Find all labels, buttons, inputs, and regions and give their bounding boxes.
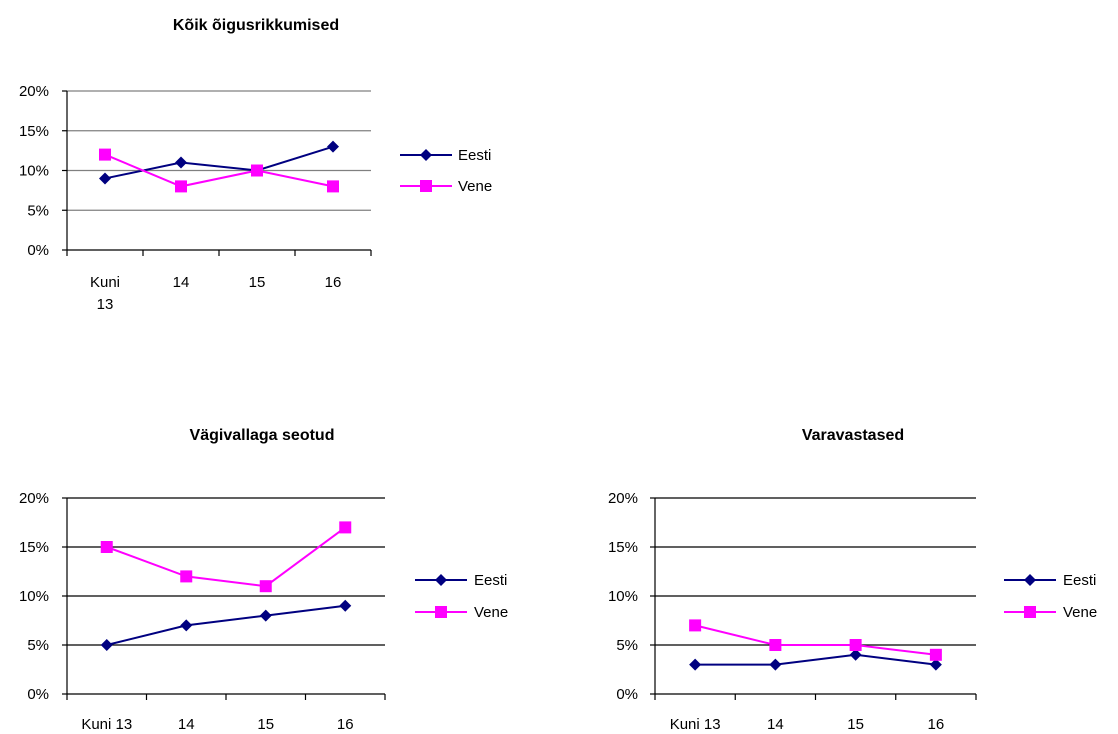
y-tick-label: 10% xyxy=(608,588,638,605)
x-tick-label: Kuni xyxy=(90,274,120,291)
x-tick-label: 15 xyxy=(249,274,266,291)
chart-2: Vägivallaga seotud 0% 5% 10% 15% 20% Kuni 13 14… xyxy=(19,427,508,733)
legend-marker-vene xyxy=(420,180,432,192)
legend-marker-eesti xyxy=(420,149,432,161)
data-point-eesti xyxy=(689,658,702,671)
legend-label-eesti: Eesti xyxy=(474,572,507,589)
legend-label-vene: Vene xyxy=(458,178,492,195)
data-point-vene xyxy=(180,570,193,583)
data-point-eesti xyxy=(849,648,862,661)
chart-1: Kõik õigusrikkumised 0% 5% 10% 15% 20% Kuni 13 1… xyxy=(19,17,492,313)
legend-marker-vene xyxy=(435,606,447,618)
y-tick-label: 5% xyxy=(27,202,49,219)
legend-label-eesti: Eesti xyxy=(1063,572,1096,589)
data-point-vene xyxy=(100,541,113,553)
x-tick-label: 15 xyxy=(847,716,864,733)
data-point-vene xyxy=(99,148,111,161)
data-point-vene xyxy=(175,180,187,193)
y-tick-label: 0% xyxy=(27,242,49,259)
series-line-vene xyxy=(104,153,334,188)
legend-label-vene: Vene xyxy=(1063,604,1097,621)
y-tick-label: 20% xyxy=(19,83,49,100)
x-tick-label: 16 xyxy=(325,274,342,291)
legend-label-eesti: Eesti xyxy=(458,147,491,164)
data-point-vene xyxy=(849,639,862,651)
data-point-vene xyxy=(251,164,263,177)
y-tick-label: 10% xyxy=(19,588,49,605)
data-point-eesti xyxy=(929,658,942,671)
y-tick-label: 5% xyxy=(27,637,49,654)
data-point-vene xyxy=(259,580,272,593)
x-tick-label: Kuni 13 xyxy=(670,716,721,733)
x-tick-label: 13 xyxy=(97,296,114,313)
series-line-eesti xyxy=(695,653,936,666)
y-tick-label: 20% xyxy=(608,490,638,507)
data-point-eesti xyxy=(99,172,111,185)
x-tick-label: 14 xyxy=(173,274,190,291)
chart-title: Varavastased xyxy=(802,427,904,444)
data-point-eesti xyxy=(339,599,352,612)
y-tick-label: 15% xyxy=(19,539,49,556)
legend-marker-vene xyxy=(1024,606,1036,618)
y-tick-label: 0% xyxy=(616,686,638,703)
data-point-eesti xyxy=(100,639,113,651)
chart-title: Kõik õigusrikkumised xyxy=(173,17,339,34)
series-line-vene xyxy=(106,526,346,588)
x-tick-label: 14 xyxy=(767,716,784,733)
data-point-eesti xyxy=(180,619,193,632)
x-tick-label: 16 xyxy=(928,716,945,733)
y-tick-label: 5% xyxy=(616,637,638,654)
y-tick-label: 10% xyxy=(19,163,49,180)
data-point-vene xyxy=(769,639,782,651)
data-point-vene xyxy=(339,521,352,534)
data-point-eesti xyxy=(259,609,272,622)
x-tick-label: 14 xyxy=(178,716,195,733)
chart-3: Varavastased 0% 5% 10% 15% 20% Kuni 13 14 15 16 Ee… xyxy=(608,427,1097,733)
y-tick-label: 0% xyxy=(27,686,49,703)
x-tick-label: Kuni 13 xyxy=(81,716,132,733)
series-line-eesti xyxy=(106,604,346,646)
legend-label-vene: Vene xyxy=(474,604,508,621)
x-tick-label: 16 xyxy=(337,716,354,733)
series-line-vene xyxy=(694,624,936,656)
data-point-vene xyxy=(929,648,942,661)
data-point-eesti xyxy=(327,140,339,153)
series-line-eesti xyxy=(104,145,334,180)
chart-title: Vägivallaga seotud xyxy=(190,427,335,444)
data-point-vene xyxy=(689,619,702,632)
x-tick-label: 15 xyxy=(257,716,274,733)
data-point-eesti xyxy=(175,156,187,169)
y-tick-label: 20% xyxy=(19,490,49,507)
legend-marker-eesti xyxy=(1024,574,1036,586)
y-tick-label: 15% xyxy=(19,123,49,140)
data-point-eesti xyxy=(769,658,782,671)
legend-marker-eesti xyxy=(435,574,447,586)
data-point-vene xyxy=(327,180,339,193)
y-tick-label: 15% xyxy=(608,539,638,556)
